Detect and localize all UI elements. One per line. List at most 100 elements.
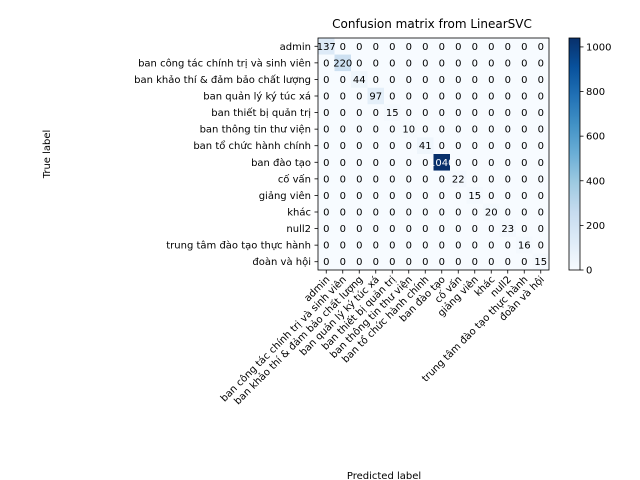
heatmap-cell-value: 15: [386, 108, 399, 119]
heatmap-cell-value: 16: [518, 241, 531, 252]
heatmap-cell: [532, 236, 550, 254]
heatmap-cell: [499, 253, 517, 271]
heatmap-cell-value: 0: [472, 75, 478, 86]
heatmap-cell: [433, 170, 451, 188]
heatmap-cell: [417, 187, 434, 205]
heatmap-cell-value: 0: [356, 92, 362, 103]
heatmap-cell-value: 0: [389, 125, 395, 136]
heatmap-cell: [334, 236, 352, 254]
heatmap-cell-value: 0: [521, 174, 527, 185]
heatmap-cell-value: 0: [538, 75, 544, 86]
heatmap-cell: [499, 203, 517, 221]
heatmap-cell-value: 23: [501, 224, 514, 235]
heatmap-cell: [318, 187, 335, 205]
heatmap-cell-value: 0: [439, 224, 445, 235]
heatmap-cell: [417, 203, 434, 221]
heatmap-cell: [351, 170, 368, 188]
heatmap-cell-value: 0: [455, 141, 461, 152]
heatmap-cell-value: 0: [472, 158, 478, 169]
heatmap-cell-value: 0: [439, 42, 445, 53]
heatmap-cell-value: 0: [521, 75, 527, 86]
heatmap-cell: [334, 120, 352, 138]
heatmap-cell-value: 0: [406, 174, 412, 185]
heatmap-cell-value: 0: [538, 158, 544, 169]
heatmap-cell-value: 0: [472, 174, 478, 185]
colorbar-tick-label: 600: [586, 132, 605, 143]
heatmap-cell: [384, 236, 401, 254]
heatmap-cell: [433, 253, 451, 271]
heatmap-cell-value: 0: [505, 58, 511, 69]
heatmap-cell: [400, 187, 418, 205]
heatmap-cell-value: 0: [472, 208, 478, 219]
heatmap-cell-value: 0: [389, 208, 395, 219]
heatmap-cell: [433, 236, 451, 254]
heatmap-cell-value: 0: [439, 257, 445, 268]
heatmap-cell-value: 0: [521, 92, 527, 103]
heatmap-cell-value: 0: [340, 75, 346, 86]
heatmap-cell-value: 137: [317, 42, 336, 53]
heatmap-cell-value: 0: [340, 224, 346, 235]
heatmap-cell-value: 0: [356, 141, 362, 152]
heatmap-cell: [483, 87, 500, 105]
heatmap-cell-value: 0: [356, 108, 362, 119]
heatmap-cell-value: 0: [389, 224, 395, 235]
heatmap-cell: [532, 170, 550, 188]
heatmap-cell-value: 0: [521, 257, 527, 268]
heatmap-cell-value: 0: [356, 174, 362, 185]
y-tick-label: giảng viên: [259, 190, 311, 202]
heatmap-cell: [532, 104, 550, 122]
heatmap-cell-value: 0: [389, 191, 395, 202]
heatmap-cell-value: 0: [406, 108, 412, 119]
heatmap-cell: [532, 87, 550, 105]
heatmap-cell: [384, 137, 401, 155]
heatmap-cell: [400, 87, 418, 105]
heatmap-cell-value: 0: [521, 158, 527, 169]
heatmap-cell: [499, 38, 517, 55]
heatmap-cell-value: 0: [521, 191, 527, 202]
heatmap-cell-value: 0: [472, 108, 478, 119]
heatmap-cell: [417, 137, 434, 155]
heatmap-cell-value: 0: [356, 158, 362, 169]
heatmap-cell: [433, 120, 451, 138]
heatmap-cell-value: 0: [439, 174, 445, 185]
heatmap-cell: [367, 253, 385, 271]
heatmap-cell: [516, 104, 533, 122]
heatmap-cell-value: 0: [340, 191, 346, 202]
heatmap-cell-value: 0: [455, 42, 461, 53]
heatmap-cell: [417, 104, 434, 122]
heatmap-cell: [483, 170, 500, 188]
heatmap-cell: [516, 220, 533, 238]
heatmap-cell-value: 0: [488, 241, 494, 252]
heatmap-cell-labels: 137 0 0 0 0 0 0 0 0 0 0 0 0 00 220 0 0 0 0 0 0 0 0 0 0 0 00 0 44 0 0 0 0…: [317, 42, 547, 268]
colorbar-tick-label: 200: [586, 221, 605, 232]
heatmap-cell: [367, 38, 385, 55]
heatmap-cell-value: 0: [406, 241, 412, 252]
heatmap-cell-value: 0: [439, 75, 445, 86]
heatmap-cell-value: 0: [323, 174, 329, 185]
heatmap-cell: [417, 87, 434, 105]
heatmap-cell-value: 0: [422, 125, 428, 136]
heatmap-cell-value: 0: [472, 224, 478, 235]
heatmap-cell: [384, 38, 401, 55]
heatmap-cell: [450, 154, 467, 171]
heatmap-cell: [351, 71, 368, 89]
heatmap-cell: [351, 203, 368, 221]
heatmap-cell: [433, 203, 451, 221]
heatmap-cell-value: 0: [455, 191, 461, 202]
heatmap-cell: [334, 220, 352, 238]
heatmap-cell: [516, 38, 533, 55]
heatmap-cell-value: 0: [538, 58, 544, 69]
heatmap-cell: [384, 220, 401, 238]
heatmap-cell: [367, 137, 385, 155]
heatmap-cell-value: 0: [323, 125, 329, 136]
heatmap-cell: [400, 137, 418, 155]
heatmap-cell: [483, 120, 500, 138]
heatmap-cell-value: 0: [538, 174, 544, 185]
heatmap-cell-value: 0: [472, 125, 478, 136]
heatmap-cell: [433, 220, 451, 238]
heatmap-cell: [367, 236, 385, 254]
heatmap-cell: [532, 54, 550, 72]
heatmap-cell: [367, 187, 385, 205]
heatmap-cell: [334, 87, 352, 105]
heatmap-cell: [466, 137, 484, 155]
